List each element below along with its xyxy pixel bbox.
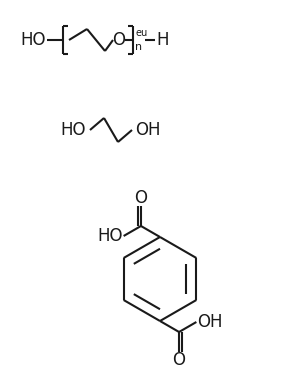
Text: H: H <box>157 31 169 49</box>
Text: eu: eu <box>135 28 147 38</box>
Text: OH: OH <box>135 121 161 139</box>
Text: HO: HO <box>97 227 122 245</box>
Text: OH: OH <box>198 313 223 331</box>
Text: O: O <box>173 351 185 369</box>
Text: HO: HO <box>20 31 46 49</box>
Text: O: O <box>134 189 147 207</box>
Text: n: n <box>135 42 142 52</box>
Text: O: O <box>112 31 126 49</box>
Text: HO: HO <box>60 121 86 139</box>
